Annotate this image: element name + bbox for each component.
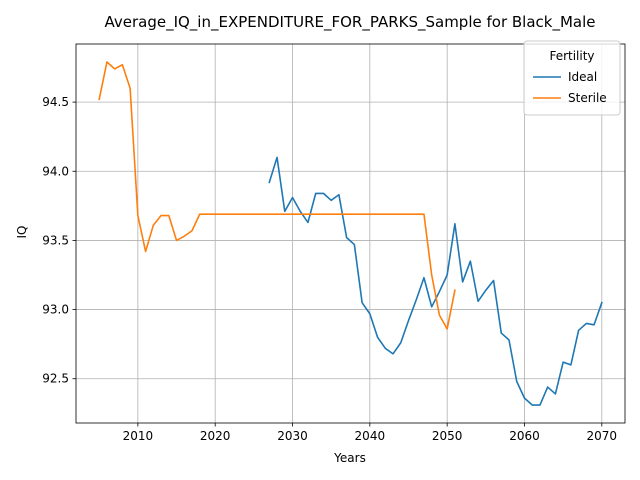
chart-title: Average_IQ_in_EXPENDITURE_FOR_PARKS_Samp… bbox=[104, 13, 595, 32]
series-line-sterile bbox=[98, 61, 456, 330]
x-tick-label: 2040 bbox=[355, 429, 386, 443]
legend-box bbox=[523, 40, 621, 116]
x-axis-label: Years bbox=[333, 451, 366, 465]
y-axis-label: IQ bbox=[15, 226, 29, 239]
y-tick-label: 93.5 bbox=[42, 233, 69, 247]
legend-label-ideal: Ideal bbox=[568, 70, 597, 84]
legend-label-sterile: Sterile bbox=[568, 91, 607, 105]
y-tick-label: 94.0 bbox=[42, 164, 69, 178]
x-tick-label: 2010 bbox=[123, 429, 154, 443]
legend-title: Fertility bbox=[549, 49, 594, 63]
x-tick-label: 2070 bbox=[587, 429, 618, 443]
x-tick-label: 2060 bbox=[509, 429, 540, 443]
plot-frame bbox=[75, 43, 626, 424]
y-tick-label: 93.0 bbox=[42, 303, 69, 317]
x-tick-label: 2030 bbox=[277, 429, 308, 443]
x-tick-label: 2050 bbox=[432, 429, 463, 443]
plot-series bbox=[98, 61, 603, 406]
y-tick-label: 94.5 bbox=[42, 95, 69, 109]
y-tick-label: 92.5 bbox=[42, 372, 69, 386]
legend: Fertility Ideal Sterile bbox=[523, 40, 621, 116]
x-tick-label: 2020 bbox=[200, 429, 231, 443]
series-line-ideal bbox=[268, 156, 603, 406]
axis-ticks: 2010 2020 2030 2040 2050 2060 2070 92.5 93.0 93.5… bbox=[42, 95, 617, 443]
